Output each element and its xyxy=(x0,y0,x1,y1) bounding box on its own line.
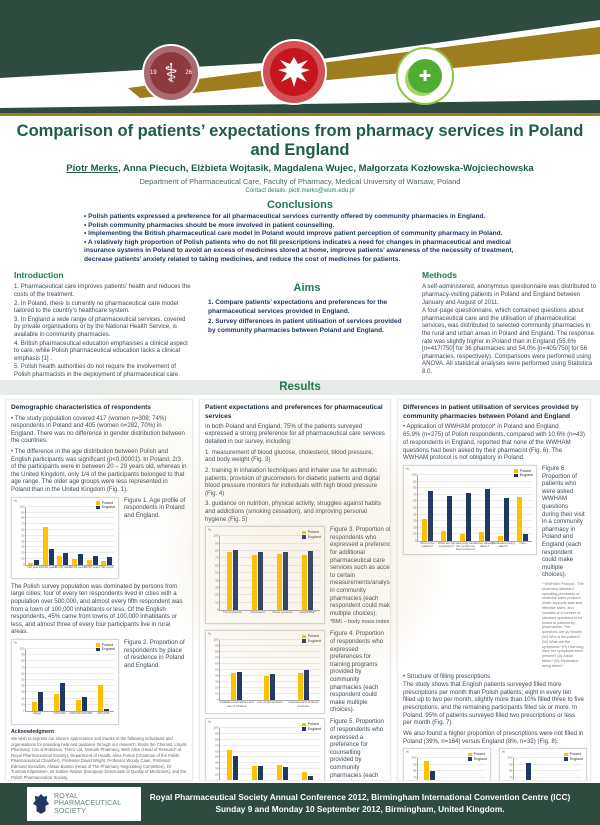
conference-line1: Royal Pharmaceutical Society Annual Conf… xyxy=(149,792,571,803)
prescriptions-subheading: • Structure of filling prescriptions xyxy=(403,672,491,680)
figure-8-chart: PolandEngland0102030405060708090100presc… xyxy=(499,748,587,781)
figure-3-caption-text: Figure 3. Proportion of respondents who … xyxy=(330,526,391,617)
aims-item: 1. Compare patients’ expectations and pr… xyxy=(208,299,388,316)
figure-1-caption: Figure 1. Age profile of respondents in … xyxy=(124,496,186,519)
figure-7-block: PolandEngland01020304050607080901000 to … xyxy=(403,748,491,781)
figure-5-row: PolandEngland0102030405060708090100nutri… xyxy=(205,718,385,781)
figure-4-caption: Figure 4. Proportion of respondents who … xyxy=(330,630,384,714)
introduction-item: 2. In Poland, there is currently no phar… xyxy=(14,299,179,315)
conclusions-heading: Conclusions xyxy=(266,199,333,211)
footer-band: ROYAL PHARMACEUTICAL SOCIETY Royal Pharm… xyxy=(0,783,600,825)
affiliation: Department of Pharmaceutical Care, Facul… xyxy=(139,177,461,186)
figure-3-caption: Figure 3. Proportion of respondents who … xyxy=(330,526,391,626)
demographics-paragraph: • The study population covered 417 (wome… xyxy=(11,414,185,445)
bmi-note: *BMI – body mass index xyxy=(330,619,390,626)
results-heading: Results xyxy=(279,381,321,394)
conclusion-item: • Implementing the British pharmaceutica… xyxy=(84,230,503,238)
rps-crest-icon xyxy=(32,794,50,814)
expectations-item: 2. training in inhalation techniques and… xyxy=(205,466,380,497)
faculty-of-pharmacy-seal: ⚕ 19 26 xyxy=(142,44,200,102)
expectations-heading: Patient expectations and preferences for… xyxy=(205,404,383,420)
coauthors: , Anna Piecuch, Elżbieta Wojtasik, Magda… xyxy=(118,163,534,174)
contact-details: Contact details: piotr.merks@wum.edu.pl xyxy=(245,188,355,194)
utilisation-heading: Differences in patient utilisation of se… xyxy=(403,404,579,420)
conclusion-item: • Polish community pharmacies should be … xyxy=(84,221,335,229)
introduction-item: 4. British pharmaceutical education emph… xyxy=(14,339,188,362)
methods-heading: Methods xyxy=(422,270,457,281)
figure-2-chart: Poland England 0 10 20 30 40 50 60 70 80 90 100 villa… xyxy=(11,638,119,725)
authors-line: Piotr Merks, Anna Piecuch, Elżbieta Wojt… xyxy=(0,163,600,174)
demographics-heading: Demographic characteristics of responden… xyxy=(11,404,151,412)
rps-logo: ROYAL PHARMACEUTICAL SOCIETY xyxy=(27,787,141,821)
wwham-paragraph: 65.9% (n=275) of Polish respondents, com… xyxy=(403,431,585,462)
figure-1-row: Poland England 0 10 20 30 40 50 60 70 80 90 100 <20 y… xyxy=(11,496,187,579)
green-leaf-icon: ✚ xyxy=(408,59,442,93)
conclusion-item: • Polish patients expressed a preference… xyxy=(84,213,486,220)
aims-heading: Aims xyxy=(293,282,321,295)
conclusions-list: • Polish patients expressed a preference… xyxy=(84,213,516,264)
figure-7-8-row: PolandEngland01020304050607080901000 to … xyxy=(403,748,587,781)
figure-6-caption: Figure 6. Proportion of patients who wer… xyxy=(542,465,585,669)
introduction-column: Introduction 1. Pharmaceutical care impr… xyxy=(14,268,192,378)
conclusion-item: • A relatively high proportion of Polish… xyxy=(84,238,514,263)
demographics-paragraph: • The difference in the age distribution… xyxy=(11,448,187,494)
expectations-intro: In both Poland and England, 75% of the p… xyxy=(205,422,385,446)
introduction-heading: Introduction xyxy=(14,270,64,281)
figure-7-chart: PolandEngland01020304050607080901000 to … xyxy=(403,748,491,781)
results-left-column: Demographic characteristics of responden… xyxy=(5,399,193,782)
figure-4-chart: Poland England 0 10 20 30 40 50 60 70 80 90 100 inhal… xyxy=(205,630,325,715)
title-section: Comparison of patients’ expectations fro… xyxy=(0,113,600,196)
expectations-item: 3. guidance on nutrition, physical activ… xyxy=(205,500,382,523)
rps-logo-text: ROYAL PHARMACEUTICAL SOCIETY xyxy=(54,792,122,815)
methods-paragraph: A four-page questionnaire, which contain… xyxy=(422,307,594,376)
expectations-item: 1. measurement of blood glucose, cholest… xyxy=(205,448,374,464)
results-middle-column: Patient expectations and preferences for… xyxy=(199,399,391,782)
introduction-item: 3. In England a wide range of pharmaceut… xyxy=(14,315,186,339)
figure-3-chart: Poland England 0 10 20 30 40 50 60 70 80 90 100 blood… xyxy=(205,526,325,625)
results-right-column: Differences in patient utilisation of se… xyxy=(397,399,591,782)
poster-title: Comparison of patients’ expectations fro… xyxy=(16,122,584,159)
prescriptions-paragraph: The study shows that English patients su… xyxy=(403,681,584,727)
conference-line2: Sunday 9 and Monday 10 September 2012, B… xyxy=(215,804,505,814)
figure-6-chart: Poland England 0 10 20 30 40 50 60 70 80 90 100 Who i… xyxy=(403,464,537,555)
figure-5-chart: PolandEngland0102030405060708090100nutri… xyxy=(205,718,325,781)
intro-aims-methods-section: Introduction 1. Pharmaceutical care impr… xyxy=(0,264,600,378)
medical-university-of-warsaw-seal xyxy=(261,39,327,105)
introduction-item: 1. Pharmaceutical care improves patients… xyxy=(14,283,191,298)
figure-6-row: Poland England 0 10 20 30 40 50 60 70 80 90 100 Who i… xyxy=(403,464,585,669)
cross-icon: ✚ xyxy=(418,67,432,85)
methods-paragraph: A self-administered, anonymous questionn… xyxy=(422,283,597,306)
aims-column: Aims 1. Compare patients’ expectations a… xyxy=(208,268,406,378)
results-section: Demographic characteristics of responden… xyxy=(0,395,600,782)
prescriptions-paragraph: We also found a higher proportion of pre… xyxy=(403,729,584,745)
aims-item: 2. Survey differences in patient utilisa… xyxy=(208,317,402,334)
methods-column: Methods A self-administered, anonymous q… xyxy=(422,268,600,378)
seal-year-left: 19 xyxy=(150,70,157,76)
eagle-icon xyxy=(278,57,310,87)
figure-8-block: PolandEngland0102030405060708090100presc… xyxy=(499,748,587,781)
header-banner: ⚕ 19 26 ✚ xyxy=(0,0,600,113)
acknowledgment-heading: Acknowledgment xyxy=(11,728,54,735)
residence-paragraph: The Polish survey population was dominat… xyxy=(11,582,183,636)
figure-3-row: Poland England 0 10 20 30 40 50 60 70 80 90 100 blood… xyxy=(205,526,390,626)
figure-6-caption-text: Figure 6. Proportion of patients who wer… xyxy=(542,464,585,579)
introduction-item: 5. Polish health authorities do not requ… xyxy=(14,363,180,379)
figure-5-caption: Figure 5. Proportion of respondents who … xyxy=(330,718,384,780)
seal-year-right: 26 xyxy=(185,70,192,76)
figure-2-caption: Figure 2. Proportion of respondents by p… xyxy=(124,638,185,669)
figure-4-row: Poland England 0 10 20 30 40 50 60 70 80 90 100 inhal… xyxy=(205,630,385,715)
wwham-subheading: • Application of WWHAM protocol* in Pola… xyxy=(403,422,559,430)
hygieia-bowl-icon: ⚕ xyxy=(163,58,179,88)
conclusions-section: Conclusions • Polish patients expressed … xyxy=(0,199,600,264)
results-band: Results xyxy=(0,380,600,396)
acknowledgment-text: We wish to express our sincere appreciat… xyxy=(11,736,187,780)
figure-1-chart: Poland England 0 10 20 30 40 50 60 70 80 90 100 <20 y… xyxy=(11,496,119,579)
conference-details: Royal Pharmaceutical Society Annual Conf… xyxy=(0,792,600,815)
figure-2-row: Poland England 0 10 20 30 40 50 60 70 80 90 100 villa… xyxy=(11,638,187,725)
wwham-footnote: * WWHAM Protocol - The pharmacy standard… xyxy=(542,582,584,668)
first-author: Piotr Merks xyxy=(66,163,119,174)
pharmaceutical-care-department-logo: ✚ xyxy=(396,47,454,105)
